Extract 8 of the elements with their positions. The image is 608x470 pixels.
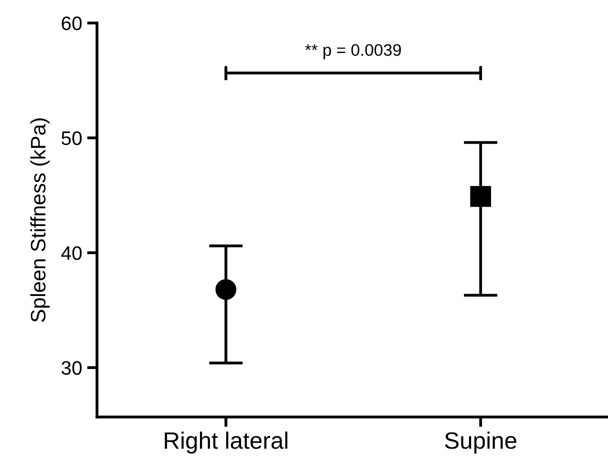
y-tick-label: 30 (62, 361, 82, 375)
y-tick-label: 60 (62, 16, 82, 30)
y-tick-label: 50 (62, 131, 82, 146)
x-tick-label: Supine (444, 432, 516, 454)
y-tick-label: 40 (61, 246, 82, 260)
x-tick-label: Right lateral (164, 432, 288, 454)
annotation: ** p = 0.0039 (305, 44, 401, 60)
y-axis-title: Spleen Stiffness (kPa) (30, 118, 50, 322)
